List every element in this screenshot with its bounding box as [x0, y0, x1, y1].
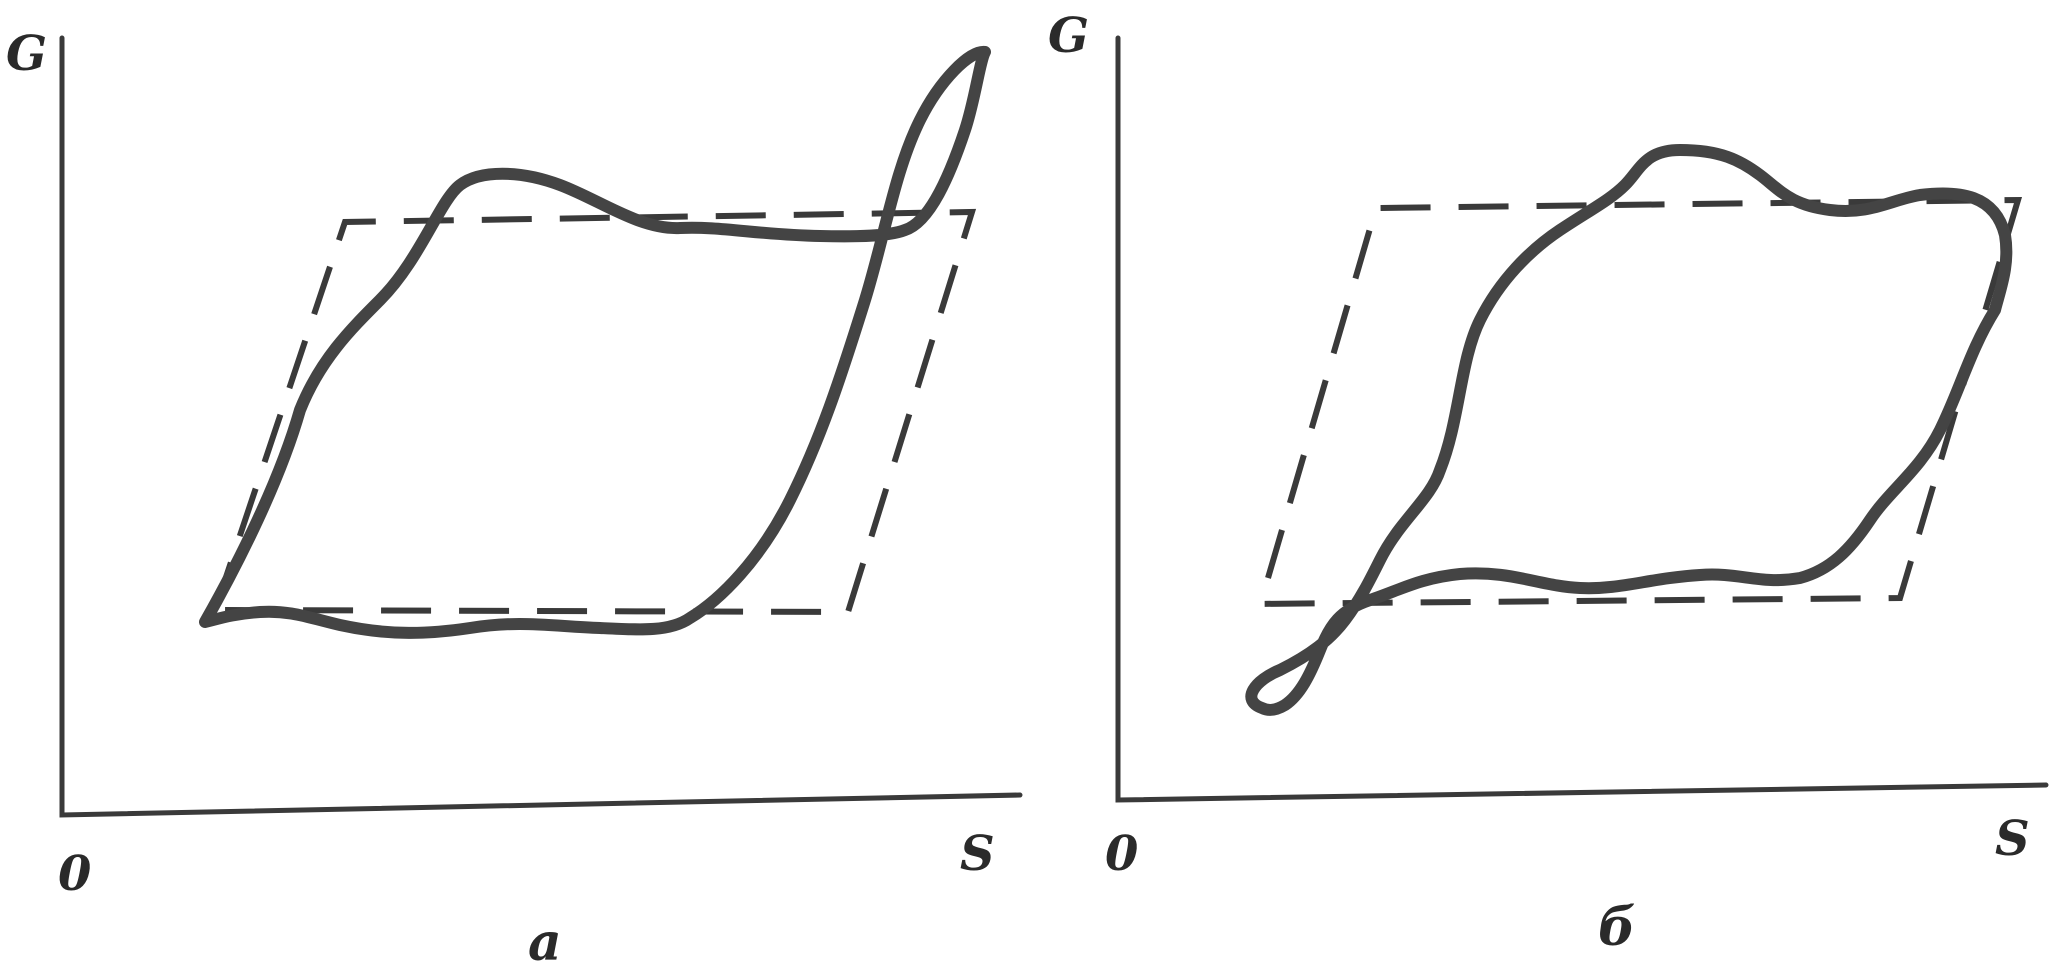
real-loop-curve [1245, 144, 2013, 716]
diagram-b-canvas: G S 0 б [1048, 8, 2049, 958]
diagram-b: G S 0 б [1040, 0, 2052, 974]
y-axis-label: G [1048, 8, 1089, 64]
ideal-loop-dashed [210, 208, 977, 616]
diagram-a-canvas: G S 0 а [6, 26, 1023, 973]
axes [59, 35, 1023, 818]
diagram-caption: а [528, 912, 562, 973]
x-axis-label: S [960, 826, 995, 882]
diagram-caption: б [1598, 897, 1636, 958]
ideal-loop-dashed [1249, 196, 2023, 607]
real-loop-curve [199, 46, 991, 639]
x-axis-label: S [1995, 811, 2030, 867]
y-axis-label: G [6, 26, 47, 82]
diagram-a: G S 0 а [6, 26, 1023, 973]
origin-label: 0 [58, 846, 91, 902]
axes [1115, 35, 2049, 803]
origin-label: 0 [1105, 826, 1138, 882]
